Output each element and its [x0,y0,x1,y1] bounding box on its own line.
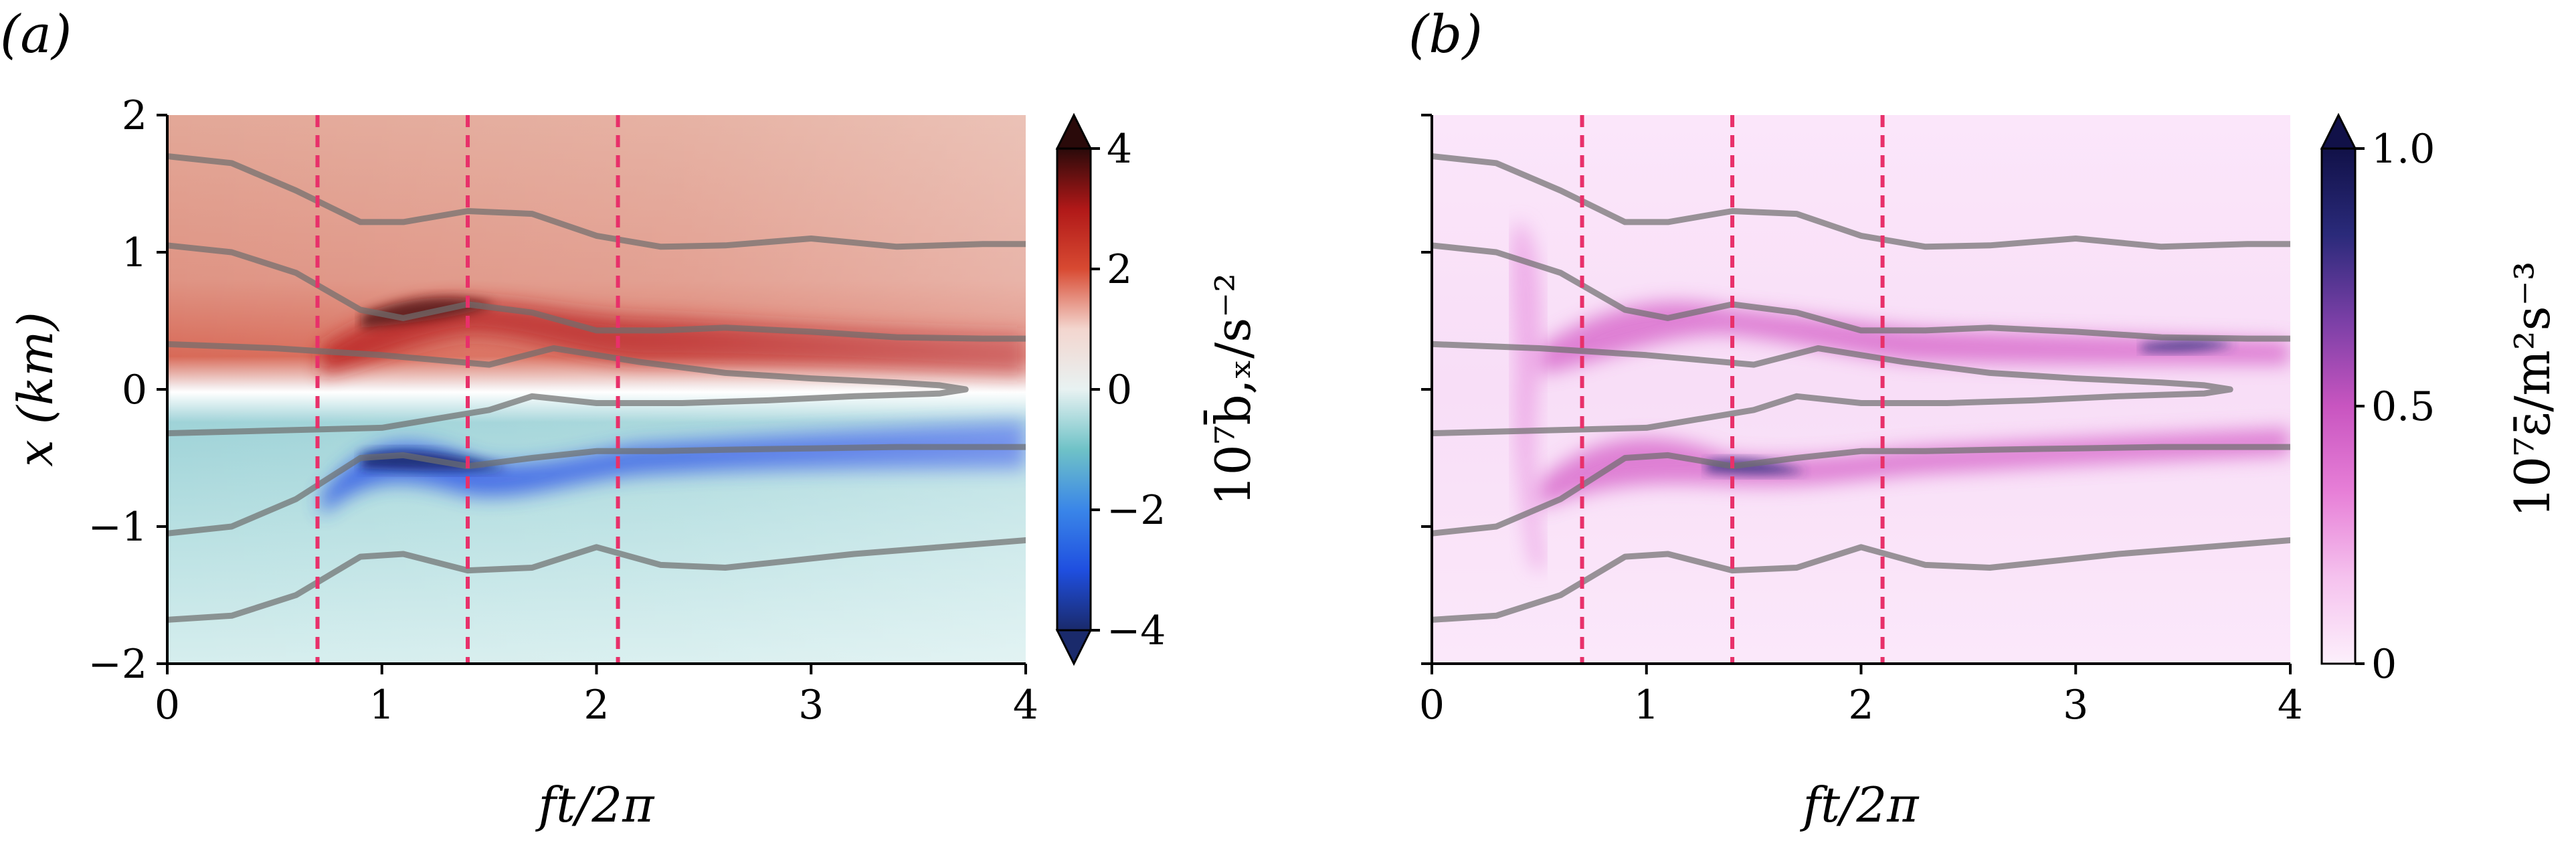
panel-b-xtick-label: 2 [1848,682,1873,729]
panel-a-contour-1 [167,153,1026,250]
panel-a-colorbar-tick-label: 4 [1107,126,1132,173]
panel-b-contour-4 [1432,444,2290,537]
panel-a-colorbar-extend-min [1055,629,1093,666]
panel-b-upper-band [1539,301,2290,375]
panel-a-colorbar: −4 −2 0 2 4 [1055,112,1166,666]
panel-a-ytick-label: 2 [122,92,147,139]
panel-a-contour-5 [167,537,1026,623]
panel-b-colorbar-tick-label: 1.0 [2371,126,2435,173]
panel-a-xlabel: ft/2π [535,777,656,833]
panel-b-label: (b) [1408,5,1483,65]
panel-a-vlines [315,115,620,664]
panel-a-contour-4 [167,444,1026,537]
panel-b-upper-core [2141,339,2235,353]
panel-a-contour-2 [167,242,1026,342]
panel-b-colorbar-tick-label: 0 [2371,641,2397,688]
panel-a-colorbar-tick-label: −2 [1107,487,1166,534]
panel-b-colorbar-extend-max [2320,112,2357,150]
panel-b-xtick-label: 0 [1419,682,1445,729]
panel-b-heatmap [1432,115,2290,664]
panel-b-contour-3 [1432,341,2233,437]
panel-b-xtick-label: 3 [2063,682,2088,729]
panel-b-contour-1 [1432,153,2290,250]
panel-a-ytick-label: −1 [88,504,147,551]
panel-a-xtick-label: 2 [583,682,609,729]
panel-a-ytick-label: −2 [88,641,147,688]
panel-a-heatmap [167,115,1026,664]
panel-a-xtick-label: 3 [798,682,824,729]
panel-a-xtick-label: 0 [155,682,180,729]
panel-a-xtick-label: 4 [1013,682,1038,729]
panel-b: (b) 0 1 2 3 4 ft/2π 0 0.5 1.0 10⁷ε̄/m²s⁻³ [1408,5,2561,833]
panel-a-colorbar-tick-label: 0 [1107,367,1132,413]
panel-a-label: (a) [0,5,72,65]
panel-a-colorbar-tick-label: 2 [1107,246,1132,293]
panel-a-ytick-label: 0 [122,367,147,413]
panel-a-colorbar-label: 10⁷b̄,ₓ/s⁻² [1202,273,1261,506]
panel-a-colorbar-tick-label: −4 [1107,607,1166,654]
panel-b-contour-5 [1432,537,2290,623]
panel-b-axes: 0 1 2 3 4 [1419,114,2303,729]
panel-b-colorbar-tick-label: 0.5 [2371,383,2435,430]
panel-a-ylabel: x (km) [7,312,64,467]
panel-a-colorbar-body [1056,147,1092,632]
panel-a-contour-3 [167,341,969,437]
panel-b-colorbar-label: 10⁷ε̄/m²s⁻³ [2504,262,2561,518]
panel-b-xlabel: ft/2π [1800,777,1920,833]
panel-b-contours [1432,153,2290,623]
panel-b-xtick-label: 1 [1634,682,1659,729]
panel-a-axes: 0 1 2 3 4 −2 −1 0 1 2 [88,92,1039,729]
panel-a-ytick-label: 1 [122,229,147,276]
panel-b-contour-2 [1432,242,2290,342]
panel-a-xtick-label: 1 [369,682,395,729]
panel-b-vlines [1580,115,1885,664]
panel-a-colorbar-extend-max [1055,112,1093,150]
panel-b-colorbar: 0 0.5 1.0 [2320,112,2435,688]
panel-b-left-glow [1511,221,1546,569]
panel-b-xtick-label: 4 [2278,682,2303,729]
panel-a-contours [167,153,1026,623]
panel-b-colorbar-body [2320,147,2357,665]
